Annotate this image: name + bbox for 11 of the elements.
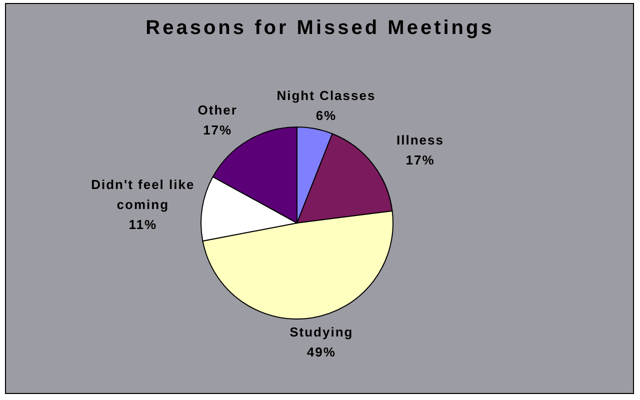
slice-label: Night Classes	[276, 88, 376, 104]
data-label: 11%	[128, 217, 158, 232]
data-label: 17%	[203, 122, 232, 138]
chart-title: Reasons for Missed Meetings	[146, 17, 494, 39]
data-label: 49%	[306, 344, 336, 360]
slice-label: Illness	[396, 132, 444, 148]
slice-label: Other	[198, 102, 238, 118]
data-label: 6%	[316, 108, 337, 124]
slice-label: Studying	[290, 324, 354, 340]
data-label: 17%	[406, 152, 435, 168]
slice-label: Didn't feel like coming	[91, 177, 195, 212]
